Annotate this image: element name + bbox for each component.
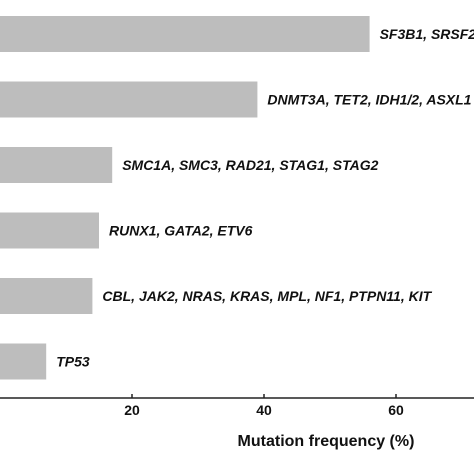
bar-label-4: CBL, JAK2, NRAS, KRAS, MPL, NF1, PTPN11,… [102,288,432,304]
bar-2 [0,147,113,183]
x-axis-title: Mutation frequency (%) [238,433,415,450]
x-tick-label-0: 20 [124,402,140,418]
bar-5 [0,343,47,380]
bar-1 [0,81,258,118]
bar-label-0: SF3B1, SRSF2, U2AF1, ZRSR2 [380,26,474,42]
bar-label-5: TP53 [56,354,90,370]
bar-0 [0,16,370,52]
bar-4 [0,278,93,314]
x-tick-label-2: 60 [388,402,404,418]
bar-label-2: SMC1A, SMC3, RAD21, STAG1, STAG2 [122,157,378,173]
bars-group [0,16,370,380]
x-ticks-group: 20 40 60 [124,394,404,418]
bar-label-1: DNMT3A, TET2, IDH1/2, ASXL1 [267,92,471,108]
bar-label-3: RUNX1, GATA2, ETV6 [109,223,253,239]
bar-labels-group: SF3B1, SRSF2, U2AF1, ZRSR2 DNMT3A, TET2, … [56,26,474,370]
x-tick-label-1: 40 [256,402,272,418]
bar-3 [0,212,99,249]
